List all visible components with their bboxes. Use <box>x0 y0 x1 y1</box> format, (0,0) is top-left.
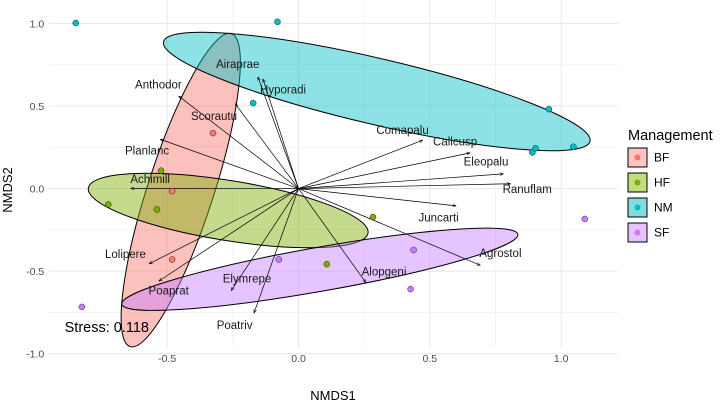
svg-text:Callcusp: Callcusp <box>433 136 477 148</box>
svg-text:Ranuflam: Ranuflam <box>503 184 552 196</box>
svg-text:0.0: 0.0 <box>291 353 306 365</box>
svg-text:Comapalu: Comapalu <box>376 125 428 137</box>
svg-text:-0.5: -0.5 <box>26 266 44 278</box>
svg-text:Scorautu: Scorautu <box>191 111 237 123</box>
svg-text:1.0: 1.0 <box>30 18 45 30</box>
svg-text:Eleopalu: Eleopalu <box>464 157 509 169</box>
svg-text:0.5: 0.5 <box>30 101 45 113</box>
svg-text:NMDS2: NMDS2 <box>0 167 15 213</box>
svg-text:Anthodor: Anthodor <box>135 79 182 91</box>
svg-text:Achimill: Achimill <box>130 174 170 186</box>
svg-text:Hyporadi: Hyporadi <box>260 85 306 97</box>
svg-text:Airaprae: Airaprae <box>216 59 259 71</box>
svg-text:Alopgeni: Alopgeni <box>362 266 407 278</box>
svg-text:Poatriv: Poatriv <box>217 320 253 332</box>
svg-text:HF: HF <box>654 176 670 190</box>
svg-text:Management: Management <box>628 128 713 144</box>
svg-text:Juncarti: Juncarti <box>418 213 458 225</box>
svg-text:Agrostol: Agrostol <box>479 248 521 260</box>
svg-text:Lolipere: Lolipere <box>105 249 146 261</box>
svg-text:BF: BF <box>654 151 669 165</box>
svg-text:1.0: 1.0 <box>554 353 569 365</box>
svg-text:NM: NM <box>654 201 673 215</box>
svg-text:NMDS1: NMDS1 <box>310 388 356 403</box>
svg-text:Poaprat: Poaprat <box>149 286 190 298</box>
svg-text:-1.0: -1.0 <box>26 349 44 361</box>
svg-text:-0.5: -0.5 <box>158 353 176 365</box>
svg-text:Elymrepe: Elymrepe <box>223 273 272 285</box>
svg-text:Planlanc: Planlanc <box>125 145 169 157</box>
svg-text:0.5: 0.5 <box>423 353 438 365</box>
svg-text:SF: SF <box>654 226 669 240</box>
svg-text:Stress: 0.118: Stress: 0.118 <box>65 320 149 336</box>
svg-text:0.0: 0.0 <box>30 184 45 196</box>
